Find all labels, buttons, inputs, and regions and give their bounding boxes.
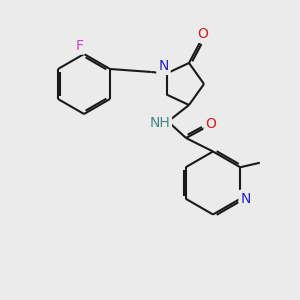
Text: NH: NH	[149, 116, 170, 130]
Text: O: O	[206, 117, 216, 131]
Text: O: O	[197, 27, 208, 41]
Text: N: N	[241, 192, 251, 206]
Text: F: F	[76, 39, 83, 52]
Text: N: N	[158, 59, 169, 73]
